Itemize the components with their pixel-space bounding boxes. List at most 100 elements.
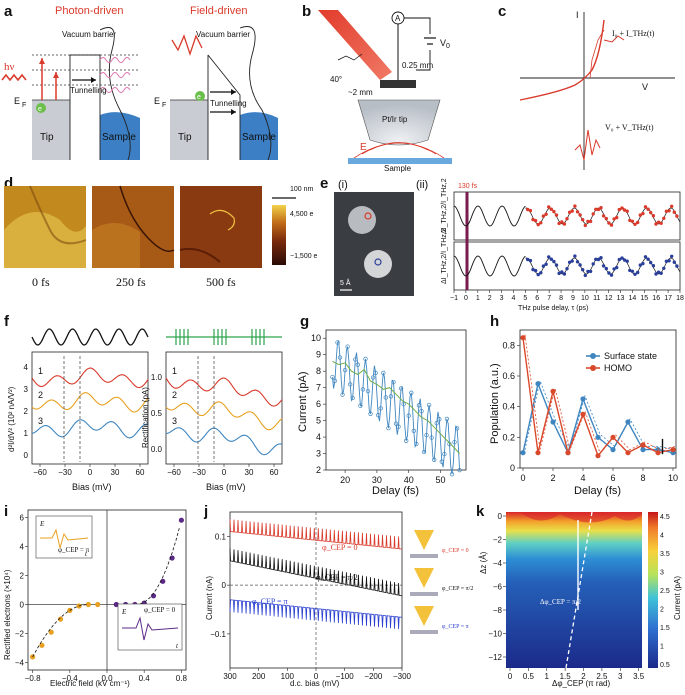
f-right-ytick-label: 0.5 bbox=[151, 409, 163, 418]
e-data-point bbox=[609, 223, 614, 227]
i-data-point bbox=[160, 578, 166, 584]
g-data-point bbox=[365, 388, 371, 394]
e-data-point bbox=[656, 220, 661, 224]
j-xtick-label: −200 bbox=[364, 672, 383, 681]
i-ytick-label: −4 bbox=[15, 659, 25, 668]
k-cbar-tick-label: 4 bbox=[660, 533, 664, 540]
k-xtick-label: 3 bbox=[618, 672, 623, 681]
e-data-point bbox=[667, 259, 671, 263]
k-colorbar bbox=[648, 512, 658, 668]
electron-right bbox=[195, 91, 205, 101]
j-xtick-label: 200 bbox=[252, 672, 266, 681]
photon-driven-title: Photon-driven bbox=[55, 5, 124, 17]
panel-c: c I V I₀ + I_THz(t) V₀ + V_THz(t) bbox=[498, 3, 675, 170]
g-data-point bbox=[449, 472, 455, 477]
e-data-point bbox=[649, 260, 653, 265]
e-data-point bbox=[659, 221, 663, 225]
h-xtick-label: 8 bbox=[640, 473, 645, 483]
k-xtick-label: 2.5 bbox=[596, 672, 608, 681]
e-data-point bbox=[641, 261, 645, 266]
k-xtick-label: 3.5 bbox=[633, 672, 645, 681]
e-data-point bbox=[583, 273, 587, 278]
g-data-point bbox=[355, 362, 360, 367]
e-data-point bbox=[544, 212, 548, 216]
i-ytick-label: 4 bbox=[20, 542, 25, 551]
e-data-point bbox=[672, 260, 676, 264]
j-trace-2 bbox=[229, 599, 403, 630]
e-data-point bbox=[591, 262, 595, 266]
time-0fs: 0 fs bbox=[32, 275, 50, 289]
inset-top-label: φ_CEP = π bbox=[58, 546, 90, 554]
i-ylabel: Rectified electrons (×10⁴) bbox=[3, 569, 12, 660]
f-curve-1 bbox=[165, 377, 283, 407]
field-wave bbox=[171, 34, 203, 57]
circuit-wire bbox=[398, 17, 431, 71]
g-data-point bbox=[337, 355, 343, 360]
g-data-point bbox=[335, 340, 340, 345]
f-sine-wave bbox=[31, 328, 149, 346]
e-data-point bbox=[594, 257, 598, 261]
i-xtick-label: −0.8 bbox=[25, 674, 41, 683]
h-xtick-label: 6 bbox=[610, 473, 615, 483]
f-xtick-label: 0 bbox=[88, 468, 93, 477]
sample-block-right bbox=[240, 112, 278, 160]
f-curve-label-3: 3 bbox=[172, 416, 177, 426]
f-left-ytick-label: 2 bbox=[24, 407, 29, 416]
e-data-point bbox=[596, 257, 601, 262]
f-curve-1 bbox=[31, 367, 149, 389]
g-data-point bbox=[439, 459, 444, 464]
f-curve-label-1: 1 bbox=[38, 366, 43, 376]
ef-label-right: E bbox=[154, 96, 160, 106]
k-ytick-label: −4 bbox=[493, 559, 503, 568]
g-data-point bbox=[406, 413, 411, 418]
electron-left bbox=[36, 103, 46, 113]
e-xtick-label: 8 bbox=[559, 295, 563, 302]
g-data-point bbox=[368, 411, 373, 416]
h-legend: Surface state HOMO bbox=[586, 351, 657, 373]
g-xtick-label: 40 bbox=[404, 475, 414, 485]
e-data-point bbox=[581, 218, 585, 222]
vacuum-barrier-right bbox=[207, 54, 241, 160]
f-ylabel-right: Rectification (pA) bbox=[141, 387, 150, 448]
c-v-label: V bbox=[642, 82, 648, 92]
g-data-point bbox=[383, 395, 388, 400]
h-ytick-label: 0.8 bbox=[502, 340, 515, 350]
g-data-point bbox=[330, 374, 335, 380]
e-xtick-label: 5 bbox=[523, 295, 527, 302]
g-data-point bbox=[401, 401, 406, 407]
h-ytick-label: 0.6 bbox=[502, 371, 515, 381]
inset-bottom-t: t bbox=[176, 642, 179, 650]
e-ylabel-bottom: ΔI_THz,2/I_THz,2 bbox=[441, 228, 448, 284]
inset-top bbox=[35, 515, 93, 559]
i-data-point bbox=[178, 517, 184, 523]
e-data-point bbox=[539, 221, 543, 225]
tip-label-b: Pt/Ir tip bbox=[382, 115, 408, 124]
f-xtick-label: 30 bbox=[245, 468, 254, 477]
g-data-point bbox=[416, 403, 422, 408]
iv-curve bbox=[519, 19, 605, 101]
potential-curve-right bbox=[239, 26, 272, 161]
f-xlabel-left: Bias (mV) bbox=[72, 482, 112, 492]
ef-subscript-right: F bbox=[162, 102, 166, 109]
h-point-0 bbox=[595, 434, 601, 440]
e-top-axes bbox=[453, 191, 681, 241]
e-data-point bbox=[625, 209, 629, 213]
k-cbar-tick-label: 3 bbox=[660, 570, 664, 577]
f-curve-3 bbox=[165, 427, 283, 456]
i-ytick-label: 2 bbox=[20, 571, 25, 580]
scale-label-e: 5 Å bbox=[340, 278, 351, 287]
e-data-point bbox=[638, 263, 642, 267]
j-xtick-label: −100 bbox=[336, 672, 355, 681]
e-data-point bbox=[670, 254, 674, 258]
f-left-ytick-label: 3 bbox=[24, 385, 29, 394]
g-data-point bbox=[370, 375, 376, 380]
g-data-point bbox=[444, 416, 450, 422]
legend-homo: HOMO bbox=[604, 363, 632, 373]
g-data-point bbox=[454, 426, 460, 431]
j-trace-0 bbox=[229, 519, 402, 550]
e-xtick-label: 6 bbox=[535, 295, 539, 302]
field-label: E bbox=[360, 142, 367, 153]
e-model-trace-1 bbox=[453, 255, 526, 277]
cbar-min-d: −1,500 e bbox=[290, 253, 318, 260]
g-data-point bbox=[345, 344, 350, 349]
